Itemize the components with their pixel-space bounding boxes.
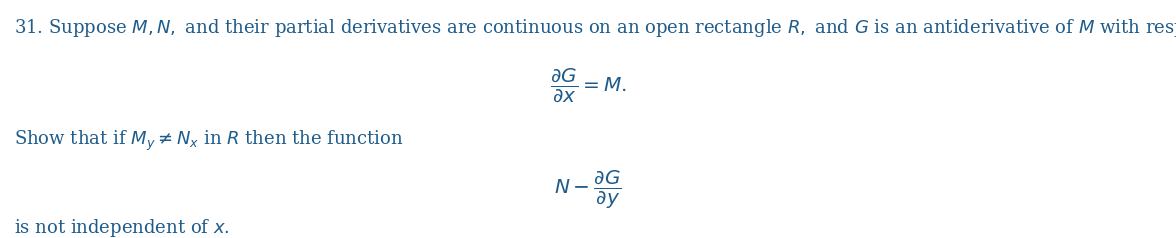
Text: $N - \dfrac{\partial G}{\partial y}$: $N - \dfrac{\partial G}{\partial y}$ xyxy=(554,169,622,211)
Text: is not independent of $x.$: is not independent of $x.$ xyxy=(14,217,229,238)
Text: $\dfrac{\partial G}{\partial x} = M.$: $\dfrac{\partial G}{\partial x} = M.$ xyxy=(549,67,627,104)
Text: Show that if $M_y \neq N_x$ in $R$ then the function: Show that if $M_y \neq N_x$ in $R$ then … xyxy=(14,129,403,153)
Text: 31. Suppose $M, N,$ and their partial derivatives are continuous on an open rect: 31. Suppose $M, N,$ and their partial de… xyxy=(14,17,1176,39)
